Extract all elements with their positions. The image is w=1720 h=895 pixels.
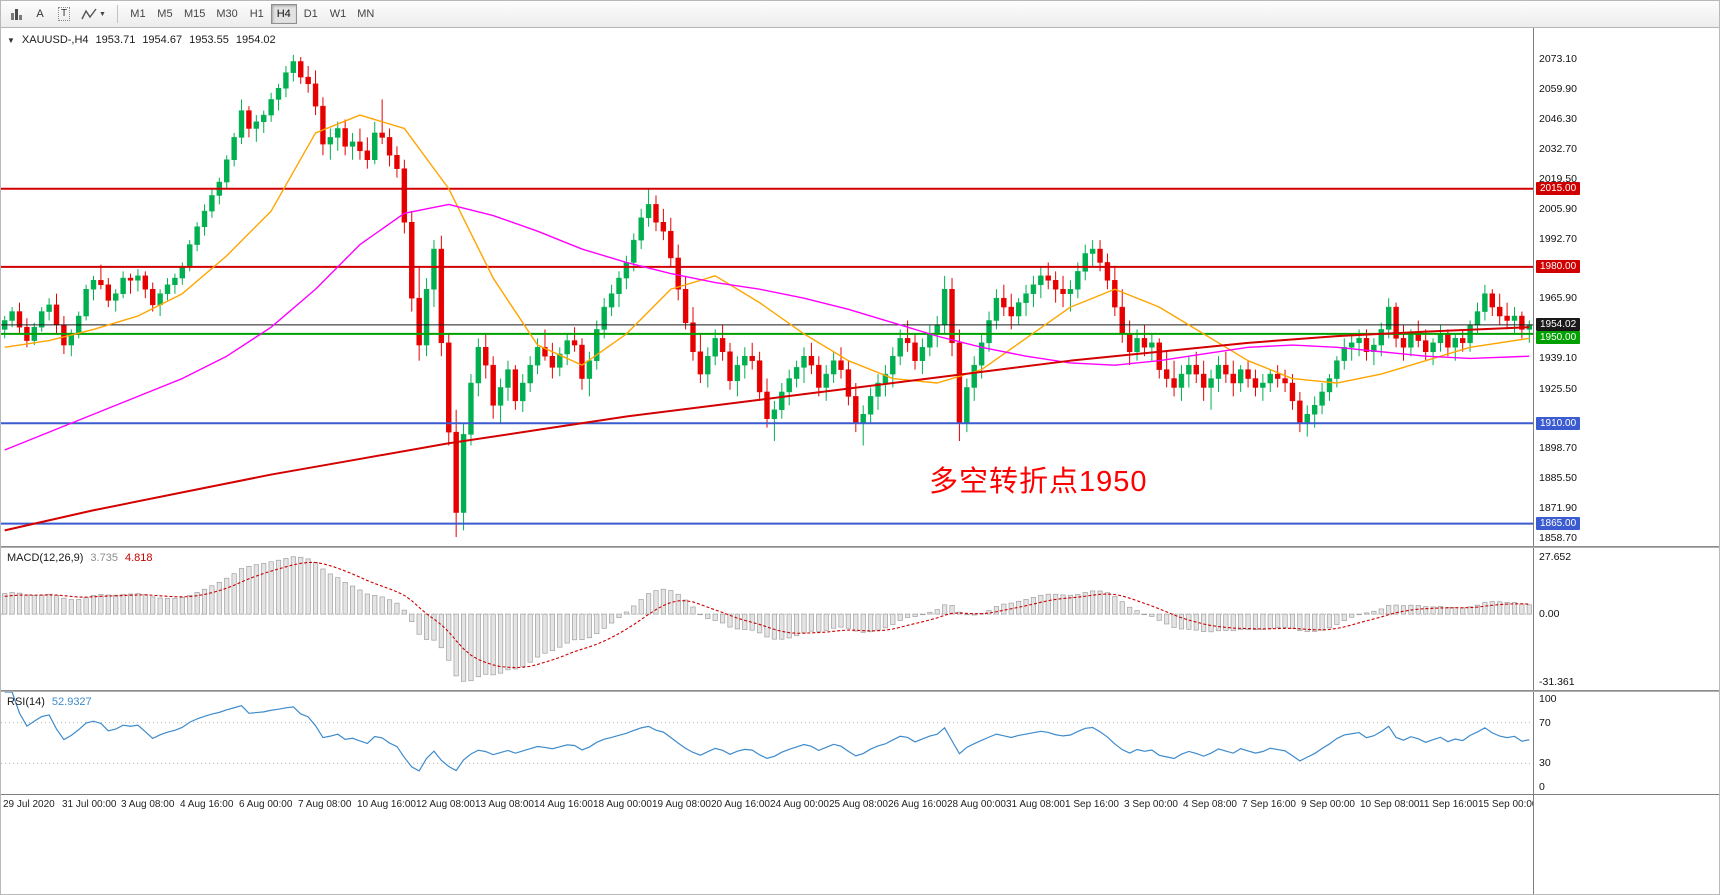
pane-separator[interactable] (1, 546, 1719, 548)
price-tag: 1980.00 (1536, 260, 1581, 274)
price-scale-label: 1871.90 (1539, 502, 1577, 515)
main-chart-pane[interactable]: ▼ XAUUSD-,H4 1953.71 1954.67 1953.55 195… (1, 28, 1533, 546)
time-axis-label: 1 Sep 16:00 (1065, 799, 1119, 810)
zigzag-line-icon (81, 8, 97, 20)
caret-down-icon: ▼ (99, 10, 106, 18)
chart-annotation-text[interactable]: 多空转折点1950 (929, 466, 1148, 498)
time-axis-label: 7 Aug 08:00 (298, 799, 352, 810)
price-scale-label: 2059.90 (1539, 82, 1577, 95)
price-scale-label: 2073.10 (1539, 53, 1577, 66)
time-axis-label: 20 Aug 16:00 (711, 799, 770, 810)
timeframe-button-M30[interactable]: M30 (211, 4, 242, 24)
candlestick-chart[interactable] (1, 28, 1533, 546)
time-axis-label: 10 Aug 16:00 (357, 799, 416, 810)
chart-workspace: ▼ XAUUSD-,H4 1953.71 1954.67 1953.55 195… (1, 28, 1719, 894)
toolbar-separator (116, 5, 118, 23)
time-axis-label: 3 Aug 08:00 (121, 799, 175, 810)
timeframe-buttons: M1 M5 M15 M30 H1 H4 D1 W1 MN (125, 4, 379, 24)
time-axis-label: 10 Sep 08:00 (1360, 799, 1420, 810)
rsi-scale-label: 30 (1539, 757, 1551, 770)
time-axis-label: 29 Jul 2020 (3, 799, 55, 810)
cursor-tool-button[interactable]: A (29, 4, 51, 25)
zigzag-tool-button[interactable]: ▼ (77, 4, 110, 25)
macd-scale-label: 0.00 (1539, 608, 1560, 621)
price-scale[interactable]: 2073.10 2059.90 2046.30 2032.70 2019.50 2005.… (1533, 28, 1719, 894)
price-scale-label: 1885.50 (1539, 471, 1577, 484)
timeframe-button-MN[interactable]: MN (352, 4, 379, 24)
rsi-scale-label: 70 (1539, 716, 1551, 729)
cursor-tool-label: A (36, 8, 44, 20)
toolbar: A T ▼ M1 M5 M15 M30 H1 H4 D1 W1 MN (1, 1, 1719, 28)
price-tag: 1910.00 (1536, 416, 1581, 430)
timeframe-button-W1[interactable]: W1 (325, 4, 352, 24)
timeframe-button-D1[interactable]: D1 (298, 4, 324, 24)
timeframe-button-M5[interactable]: M5 (152, 4, 178, 24)
text-tool-button[interactable]: T (53, 4, 75, 25)
timeframe-button-M15[interactable]: M15 (179, 4, 210, 24)
candlestick-chart-icon (10, 8, 22, 20)
price-scale-label: 1925.50 (1539, 382, 1577, 395)
price-scale-label: 2046.30 (1539, 112, 1577, 125)
time-axis-label: 4 Sep 08:00 (1183, 799, 1237, 810)
text-tool-label: T (57, 7, 71, 21)
price-tag: 1865.00 (1536, 517, 1581, 531)
price-tag: 2015.00 (1536, 182, 1581, 196)
time-axis-label: 25 Aug 08:00 (829, 799, 888, 810)
time-axis-label: 13 Aug 08:00 (475, 799, 534, 810)
price-scale-label: 2005.90 (1539, 203, 1577, 216)
time-axis-label: 3 Sep 00:00 (1124, 799, 1178, 810)
price-scale-label: 1965.90 (1539, 292, 1577, 305)
macd-scale-label: 27.652 (1539, 551, 1572, 563)
timeframe-button-M1[interactable]: M1 (125, 4, 151, 24)
timeframe-button-H1[interactable]: H1 (244, 4, 270, 24)
chart-window-button[interactable] (5, 4, 27, 25)
macd-scale-label: -31.361 (1539, 676, 1575, 688)
price-scale-label: 1898.70 (1539, 442, 1577, 455)
time-axis[interactable]: 29 Jul 2020 31 Jul 00:00 3 Aug 08:00 4 Aug … (1, 794, 1538, 818)
time-axis-label: 18 Aug 00:00 (593, 799, 652, 810)
price-tag: 1954.02 (1536, 318, 1581, 332)
time-axis-label: 9 Sep 00:00 (1301, 799, 1355, 810)
rsi-scale-label: 0 (1539, 781, 1545, 793)
price-tag: 1950.00 (1536, 331, 1581, 345)
pane-separator[interactable] (1, 690, 1719, 692)
time-axis-label: 24 Aug 00:00 (770, 799, 829, 810)
rsi-scale-label: 100 (1539, 693, 1557, 705)
time-axis-label: 15 Sep 00:00 (1478, 799, 1538, 810)
time-axis-label: 26 Aug 16:00 (888, 799, 947, 810)
time-axis-label: 28 Aug 00:00 (947, 799, 1006, 810)
price-scale-label: 1858.70 (1539, 531, 1577, 544)
rsi-pane[interactable]: RSI(14) 52.9327 (1, 692, 1533, 794)
price-scale-label: 2019.50 (1539, 172, 1577, 185)
time-axis-label: 19 Aug 08:00 (652, 799, 711, 810)
time-axis-label: 7 Sep 16:00 (1242, 799, 1296, 810)
rsi-indicator-chart[interactable] (1, 692, 1533, 794)
timeframe-button-H4[interactable]: H4 (270, 4, 297, 24)
time-axis-separator (1, 794, 1719, 795)
price-scale-label: 1992.70 (1539, 232, 1577, 245)
time-axis-label: 4 Aug 16:00 (180, 799, 234, 810)
time-axis-label: 14 Aug 16:00 (534, 799, 593, 810)
time-axis-label: 31 Aug 08:00 (1006, 799, 1065, 810)
time-axis-label: 12 Aug 08:00 (416, 799, 475, 810)
macd-indicator-chart[interactable] (1, 548, 1533, 690)
time-axis-label: 6 Aug 00:00 (239, 799, 293, 810)
price-scale-label: 1939.10 (1539, 352, 1577, 365)
macd-pane[interactable]: MACD(12,26,9) 3.735 4.818 (1, 548, 1533, 690)
time-axis-label: 11 Sep 16:00 (1419, 799, 1478, 810)
time-axis-label: 31 Jul 00:00 (62, 799, 117, 810)
price-scale-label: 2032.70 (1539, 143, 1577, 156)
